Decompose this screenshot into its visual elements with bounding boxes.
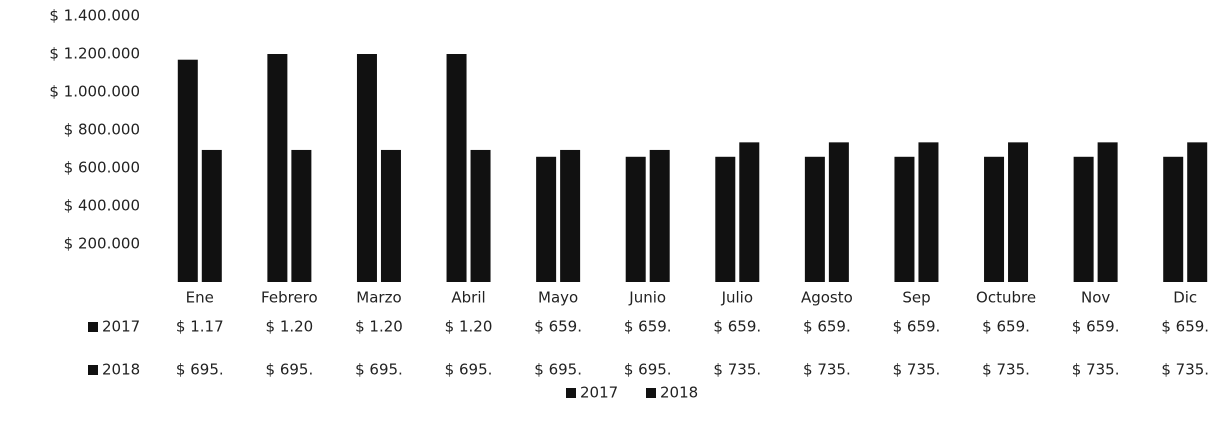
bar <box>1163 156 1184 282</box>
y-tick-label: $ 1.000.000 <box>49 83 140 101</box>
bar <box>201 149 222 282</box>
table-value: $ 695. <box>355 361 403 379</box>
bar <box>649 149 670 282</box>
bar <box>356 54 377 282</box>
bar <box>177 59 198 283</box>
table-series-name: 2018 <box>102 361 140 379</box>
table-value: $ 1.20 <box>445 318 493 336</box>
table-value: $ 695. <box>445 361 493 379</box>
bar <box>1097 142 1118 282</box>
table-legend-key <box>88 365 98 375</box>
table-legend-key <box>88 322 98 332</box>
y-tick-label: $ 1.200.000 <box>49 45 140 63</box>
table-value: $ 659. <box>624 318 672 336</box>
y-tick-label: $ 400.000 <box>64 197 140 215</box>
x-tick-label: Agosto <box>801 289 853 307</box>
bar <box>625 156 646 282</box>
table-value: $ 659. <box>713 318 761 336</box>
table-value: $ 659. <box>893 318 941 336</box>
table-value: $ 659. <box>803 318 851 336</box>
table-value: $ 735. <box>1161 361 1209 379</box>
bar <box>1073 156 1094 282</box>
x-tick-label: Junio <box>628 289 666 307</box>
bar <box>894 156 915 282</box>
x-tick-label: Febrero <box>261 289 318 307</box>
bar <box>804 156 825 282</box>
bar <box>739 142 760 282</box>
bar <box>470 149 491 282</box>
table-value: $ 695. <box>534 361 582 379</box>
table-value: $ 735. <box>803 361 851 379</box>
bar <box>536 156 557 282</box>
bar <box>918 142 939 282</box>
x-tick-label: Sep <box>902 289 930 307</box>
y-tick-label: $ 1.400.000 <box>49 7 140 25</box>
x-tick-label: Mayo <box>538 289 578 307</box>
table-value: $ 735. <box>1072 361 1120 379</box>
table-value: $ 735. <box>982 361 1030 379</box>
y-tick-label: $ 800.000 <box>64 121 140 139</box>
legend-key <box>646 388 656 398</box>
table-value: $ 1.20 <box>266 318 314 336</box>
bar <box>560 149 581 282</box>
x-tick-label: Dic <box>1173 289 1197 307</box>
bar <box>1008 142 1029 282</box>
y-tick-label: $ 600.000 <box>64 159 140 177</box>
bar <box>380 149 401 282</box>
table-value: $ 695. <box>624 361 672 379</box>
legend-key <box>566 388 576 398</box>
table-value: $ 659. <box>1161 318 1209 336</box>
table-value: $ 735. <box>713 361 761 379</box>
x-tick-label: Nov <box>1081 289 1110 307</box>
x-tick-label: Abril <box>451 289 485 307</box>
x-tick-label: Julio <box>721 289 753 307</box>
x-tick-label: Marzo <box>356 289 401 307</box>
bar <box>267 54 288 282</box>
table-value: $ 1.20 <box>355 318 403 336</box>
bar <box>291 149 312 282</box>
table-value: $ 1.17 <box>176 318 224 336</box>
table-series-name: 2017 <box>102 318 140 336</box>
bar <box>715 156 736 282</box>
x-tick-label: Ene <box>186 289 214 307</box>
table-value: $ 659. <box>1072 318 1120 336</box>
table-value: $ 659. <box>982 318 1030 336</box>
bar <box>446 54 467 282</box>
table-value: $ 695. <box>176 361 224 379</box>
y-tick-label: $ 200.000 <box>64 235 140 253</box>
bar <box>1187 142 1208 282</box>
legend-label: 2017 <box>580 384 618 402</box>
table-value: $ 659. <box>534 318 582 336</box>
table-value: $ 735. <box>893 361 941 379</box>
bar <box>828 142 849 282</box>
bar <box>984 156 1005 282</box>
legend-label: 2018 <box>660 384 698 402</box>
table-value: $ 695. <box>266 361 314 379</box>
x-tick-label: Octubre <box>976 289 1036 307</box>
